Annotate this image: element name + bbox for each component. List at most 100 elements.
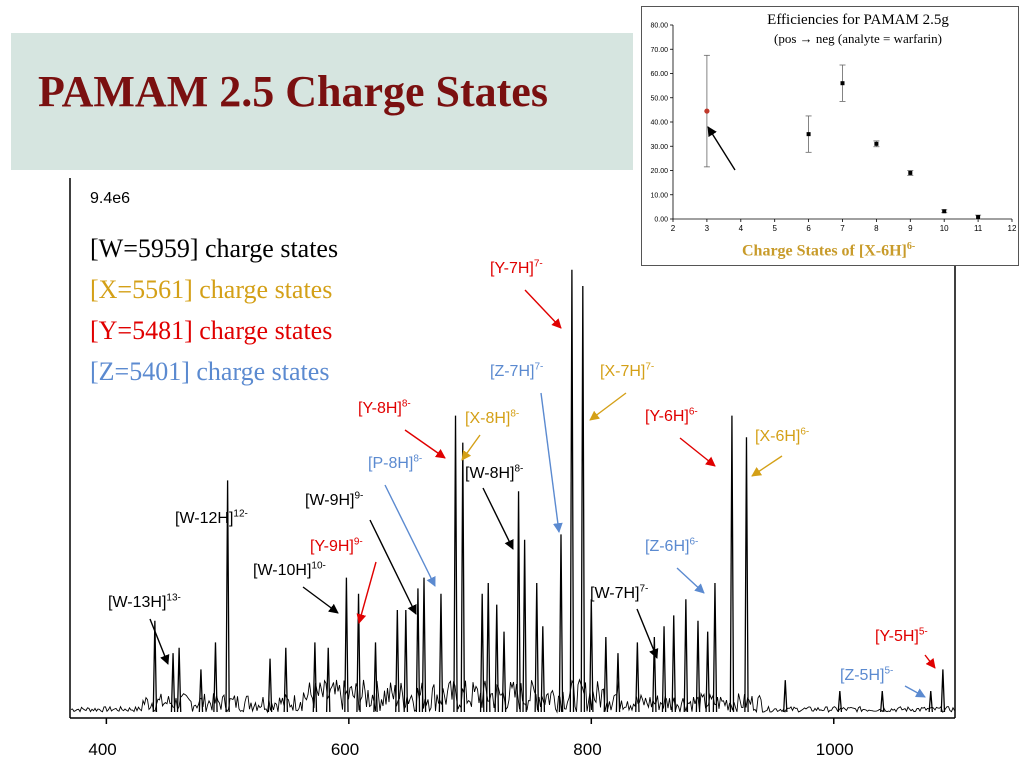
spectrum-peak xyxy=(213,642,218,713)
inset-data-point xyxy=(874,141,879,146)
legend-entry-w: [W=5959] charge states xyxy=(90,234,339,263)
spectrum-peak xyxy=(486,582,491,713)
inset-y-tick-label: 80.00 xyxy=(650,23,668,30)
inset-x-tick-label: 11 xyxy=(974,224,983,233)
spectrum-peak xyxy=(283,647,289,713)
inset-subtitle: (pos → neg (analyte = warfarin) xyxy=(774,31,942,46)
spectrum-peak xyxy=(152,620,158,713)
inset-y-tick-label: 70.00 xyxy=(650,47,668,54)
annotation-arrow xyxy=(524,289,562,329)
annotation-arrow xyxy=(676,567,705,594)
inset-annotation-arrow xyxy=(707,126,736,171)
spectrum-peak xyxy=(940,669,946,713)
spectrum-peak xyxy=(170,653,176,713)
legend-entry-x: [X=5561] charge states xyxy=(90,275,333,304)
slide-title: PAMAM 2.5 Charge States xyxy=(38,67,548,116)
peak-label-ion: [Y-8H] xyxy=(358,400,402,417)
annotation-arrow xyxy=(461,434,481,461)
peak-label-charge: 13- xyxy=(166,592,181,604)
peak-label: [W-12H]12- xyxy=(175,508,248,528)
peak-label-ion: [W-12H] xyxy=(175,510,234,527)
spectrum-peak xyxy=(558,534,564,713)
inset-title: Efficiencies for PAMAM 2.5g xyxy=(767,12,949,28)
annotation-arrow xyxy=(302,586,339,614)
peak-label-ion: [Y-5H] xyxy=(875,628,919,645)
spectrum-peak xyxy=(928,690,934,713)
spectrum-peak xyxy=(312,642,318,713)
peak-label-ion: [X-7H] xyxy=(600,363,646,380)
peak-label: [X-6H]6- xyxy=(755,427,809,446)
spectrum-peak xyxy=(569,269,575,713)
inset-data-point xyxy=(976,215,981,220)
spectrum-peak xyxy=(744,437,749,713)
inset-x-tick-label: 8 xyxy=(874,224,879,233)
spectrum-peak xyxy=(705,631,710,713)
spectrum-peak xyxy=(421,577,427,713)
peak-label-charge: 12- xyxy=(233,508,248,520)
spectrum-peak xyxy=(615,653,621,713)
x-tick-label: 1000 xyxy=(815,740,854,759)
spectrum-peak xyxy=(225,480,230,713)
peak-label: [X-7H]7- xyxy=(600,361,655,381)
spectrum-peak xyxy=(580,285,586,713)
inset-y-tick-label: 50.00 xyxy=(650,95,668,102)
spectrum-peak xyxy=(729,415,735,713)
inset-y-tick-label: 30.00 xyxy=(650,144,668,151)
inset-x-tick-label: 4 xyxy=(739,224,744,233)
inset-x-tick-label: 7 xyxy=(840,224,845,233)
spectrum-peak xyxy=(198,669,204,713)
peak-label-ion: [Z-5H] xyxy=(840,667,885,684)
inset-plot-area: 0.00 10.00 20.00 30.00 40.00 50.00 60.00 70.00 8… xyxy=(650,23,1017,234)
peak-label-charge: 8- xyxy=(514,463,524,475)
peak-label-charge: 7- xyxy=(639,583,649,595)
inset-data-point xyxy=(908,170,913,175)
spectrum-peak xyxy=(635,642,640,713)
peak-label: [Z-5H]5- xyxy=(840,665,894,685)
inset-y-tick-label: 10.00 xyxy=(650,192,668,199)
spectrum-peak xyxy=(683,599,689,713)
annotation-arrow xyxy=(149,618,170,665)
spectrum-peak xyxy=(325,647,331,713)
x-tick-label: 600 xyxy=(330,740,360,759)
spectrum-peak xyxy=(501,631,507,713)
spectrum-peak xyxy=(453,415,458,713)
x-tick-label: 800 xyxy=(573,740,602,759)
inset-y-tick-label: 20.00 xyxy=(650,168,668,175)
spectrum-peak xyxy=(540,626,546,713)
spectrum-peak xyxy=(671,615,676,713)
spectrum-peak xyxy=(479,593,485,713)
peak-label-charge: 8- xyxy=(510,408,520,420)
inset-x-tick-label: 5 xyxy=(772,224,777,233)
spectrum-peak xyxy=(522,539,527,713)
peak-label-ion: [W-7H] xyxy=(590,585,640,602)
peak-label-charge: 7- xyxy=(534,361,544,373)
peak-label: [Y-5H]5- xyxy=(875,626,928,646)
inset-x-axis-label-base: Charge States of [X-6H] xyxy=(742,242,907,260)
noise-baseline xyxy=(70,678,955,714)
inset-x-tick-label: 6 xyxy=(806,224,811,233)
peak-label: [X-8H]8- xyxy=(465,408,520,428)
inset-x-tick-label: 12 xyxy=(1008,224,1017,233)
title-panel xyxy=(11,33,633,170)
peak-label: [Y-7H]7- xyxy=(490,259,543,278)
spectrum-peak xyxy=(344,577,349,713)
spectrum-peak xyxy=(880,690,885,713)
spectrum-peak xyxy=(176,647,182,713)
peak-label-ion: [Y-9H] xyxy=(310,538,354,555)
peak-label-charge: 5- xyxy=(918,626,928,638)
inset-data-point xyxy=(806,132,811,137)
spectrum-peak xyxy=(589,599,594,713)
inset-x-axis-label: Charge States of [X-6H]6- xyxy=(742,241,915,260)
spectrum-peak xyxy=(534,582,539,713)
peak-label-charge: 5- xyxy=(884,665,894,677)
inset-y-tick-label: 40.00 xyxy=(650,120,668,127)
peak-label-charge: 6- xyxy=(689,536,699,548)
spectrum-peak xyxy=(603,636,609,713)
peak-label-ion: [W-9H] xyxy=(305,492,355,509)
peak-label: [W-9H]9- xyxy=(305,491,363,510)
inset-data-point xyxy=(704,108,710,114)
annotation-arrow xyxy=(482,487,514,550)
peak-label-charge: 7- xyxy=(645,361,655,373)
spectrum-peak xyxy=(356,593,361,713)
